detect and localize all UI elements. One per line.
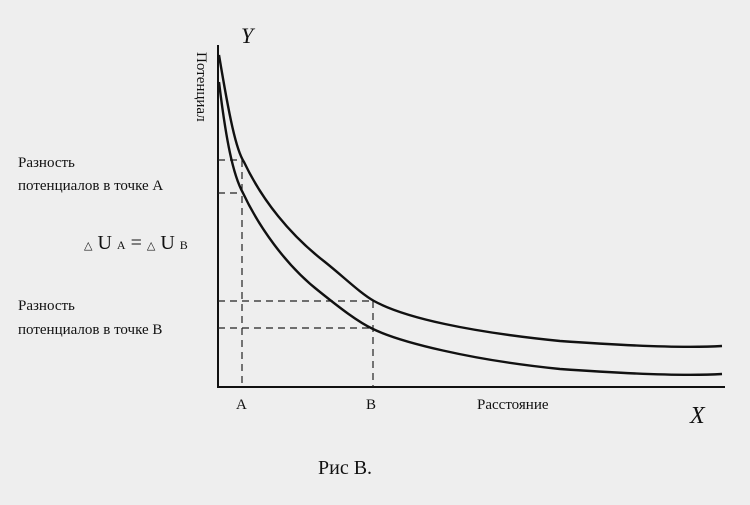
lower-potential-curve xyxy=(217,81,723,376)
point-a-label: A xyxy=(236,397,247,413)
equation-u-a: U xyxy=(97,232,112,254)
equation-equals: = xyxy=(131,232,147,254)
x-axis-letter: X xyxy=(689,403,706,429)
figure-caption: Рис B. xyxy=(318,457,372,479)
equation-delta-a: △ xyxy=(84,240,93,252)
y-axis-label: Потенциал xyxy=(193,52,209,122)
label-a-line2: потенциалов в точке А xyxy=(18,178,163,194)
label-b-line2: потенциалов в точке В xyxy=(18,322,162,338)
label-b-line1: Разность xyxy=(18,298,75,314)
equation-sub-a: A xyxy=(117,238,126,252)
y-axis-letter: Y xyxy=(241,23,256,48)
point-b-label: B xyxy=(366,397,376,413)
upper-potential-curve xyxy=(217,54,723,348)
x-axis-label: Расстояние xyxy=(477,397,549,413)
label-a-line1: Разность xyxy=(18,155,75,171)
equation-u-b: U xyxy=(160,232,175,254)
equation: △ U A = △ U B xyxy=(84,232,188,254)
equation-sub-b: B xyxy=(180,238,188,252)
equation-delta-b: △ xyxy=(147,240,156,252)
